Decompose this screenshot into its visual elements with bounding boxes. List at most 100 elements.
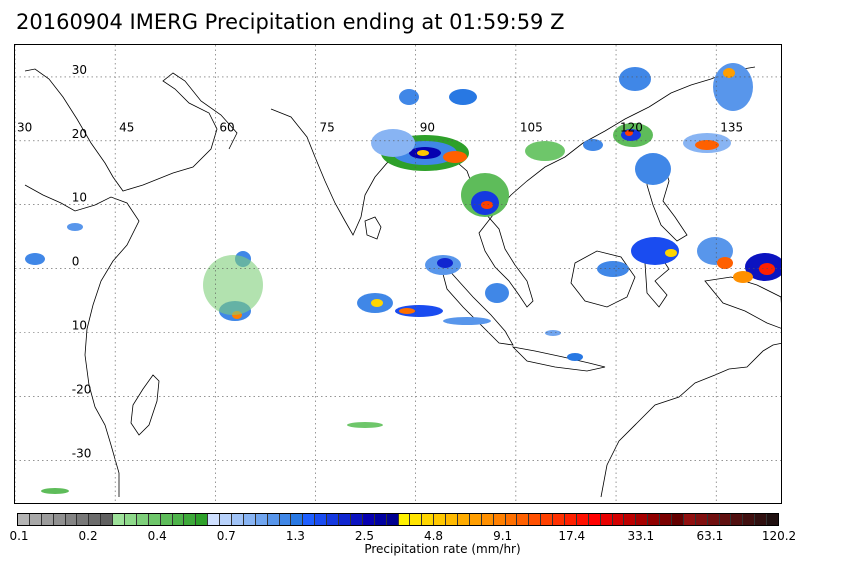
- colorbar-tick-label: 9.1: [493, 529, 513, 543]
- precip-cell: [631, 237, 679, 265]
- map-canvas: 30 45 60 75 90 105 120 135 30 20 10 0 10 -20 -30: [15, 45, 781, 503]
- precip-cell: [443, 317, 491, 325]
- colorbar-swatch: [172, 514, 185, 525]
- colorbar-swatch: [255, 514, 268, 525]
- colorbar: [17, 513, 779, 526]
- latitude-label: -20: [72, 382, 92, 396]
- colorbar-tick-label: 4.8: [423, 529, 444, 543]
- precip-cell: [371, 299, 383, 307]
- colorbar-tick-label: 0.1: [9, 529, 29, 543]
- colorbar-swatch: [327, 514, 340, 525]
- colorbar-swatch: [707, 514, 720, 525]
- precip-cell: [635, 153, 671, 185]
- gridlines: [15, 45, 781, 503]
- colorbar-swatch: [588, 514, 601, 525]
- colorbar-swatch: [660, 514, 672, 525]
- latitude-label: -30: [72, 446, 92, 460]
- colorbar-swatch: [446, 514, 458, 525]
- colorbar-tick-label: 0.2: [78, 529, 98, 543]
- colorbar-swatch: [648, 514, 661, 525]
- precip-cell: [25, 253, 45, 265]
- colorbar-swatch: [374, 514, 387, 525]
- colorbar-swatch: [671, 514, 684, 525]
- colorbar-swatch: [434, 514, 447, 525]
- precip-cell: [713, 63, 753, 111]
- colorbar-swatch: [29, 514, 42, 525]
- colorbar-swatch: [220, 514, 233, 525]
- colorbar-swatch: [624, 514, 637, 525]
- colorbar-swatch: [600, 514, 613, 525]
- precip-cell: [417, 150, 429, 156]
- colorbar-tick-label: 120.2: [761, 529, 797, 543]
- colorbar-swatch: [339, 514, 351, 525]
- precipitation-map: 30 45 60 75 90 105 120 135 30 20 10 0 10 -20 -30: [14, 44, 782, 504]
- precip-cell: [597, 261, 629, 277]
- colorbar-tick-label: 2.5: [354, 529, 374, 543]
- precip-cell: [41, 488, 69, 494]
- colorbar-swatch: [196, 514, 209, 525]
- colorbar-swatch: [279, 514, 292, 525]
- precip-cell: [449, 89, 477, 105]
- coastline-java: [511, 346, 606, 372]
- latitude-label: 20: [72, 127, 87, 141]
- colorbar-swatch: [362, 514, 375, 525]
- longitude-label: 105: [520, 120, 543, 134]
- colorbar-swatch: [398, 514, 411, 525]
- colorbar-swatch: [232, 514, 244, 525]
- precipitation-cells: [25, 63, 781, 494]
- coastline-sri-lanka: [364, 216, 382, 240]
- colorbar-swatch: [731, 514, 744, 525]
- colorbar-swatch: [148, 514, 161, 525]
- colorbar-swatch: [481, 514, 494, 525]
- coastline-india: [270, 108, 430, 236]
- precip-cell: [625, 130, 633, 136]
- colorbar-swatch: [493, 514, 506, 525]
- precip-cell: [545, 330, 561, 336]
- coastline-east-africa: [24, 184, 140, 497]
- colorbar-swatch: [136, 514, 149, 525]
- colorbar-swatch: [422, 514, 435, 525]
- colorbar-swatch: [576, 514, 589, 525]
- latitude-label: 30: [72, 63, 87, 77]
- longitude-label: 135: [720, 120, 743, 134]
- precip-cell: [525, 141, 565, 161]
- colorbar-tick-label: 63.1: [696, 529, 724, 543]
- coastline-sumatra: [438, 258, 514, 346]
- latitude-label: 0: [72, 255, 80, 269]
- colorbar-swatch: [125, 514, 137, 525]
- map-title: 20160904 IMERG Precipitation ending at 0…: [16, 10, 565, 34]
- longitude-label: 75: [320, 120, 335, 134]
- coastline-australia: [600, 342, 781, 498]
- colorbar-swatch: [267, 514, 280, 525]
- colorbar-swatch: [743, 514, 756, 525]
- colorbar-swatch: [636, 514, 649, 525]
- colorbar-tick-label: 0.7: [216, 529, 236, 543]
- longitude-label: 30: [17, 120, 32, 134]
- colorbar-swatch: [101, 514, 114, 525]
- precip-cell: [399, 89, 419, 105]
- colorbar-swatch: [410, 514, 423, 525]
- colorbar-swatch: [65, 514, 78, 525]
- colorbar-swatch: [683, 514, 696, 525]
- colorbar-tick-label: 0.4: [147, 529, 167, 543]
- colorbar-swatch: [41, 514, 54, 525]
- precip-cell: [481, 201, 493, 209]
- precip-cell: [347, 422, 383, 428]
- colorbar-swatch: [113, 514, 126, 525]
- precip-cell: [717, 257, 733, 269]
- colorbar-swatch: [767, 514, 778, 525]
- colorbar-swatch: [386, 514, 399, 525]
- precip-cell: [399, 308, 415, 314]
- graticule-labels: 30 45 60 75 90 105 120 135 30 20 10 0 10 -20 -30: [17, 63, 743, 460]
- colorbar-ticks: 0.1 0.2 0.4 0.7 1.3 2.5 4.8 9.1 17.4 33.1 63.1 120.…: [0, 529, 865, 545]
- coastline-arabia: [24, 68, 238, 192]
- colorbar-swatch: [517, 514, 530, 525]
- latitude-label: 10: [72, 191, 87, 205]
- colorbar-swatch: [695, 514, 708, 525]
- precip-cell: [437, 258, 453, 268]
- colorbar-swatch: [315, 514, 328, 525]
- longitude-label: 60: [219, 120, 234, 134]
- colorbar-swatch: [719, 514, 732, 525]
- precip-cell: [67, 223, 83, 231]
- colorbar-swatch: [529, 514, 542, 525]
